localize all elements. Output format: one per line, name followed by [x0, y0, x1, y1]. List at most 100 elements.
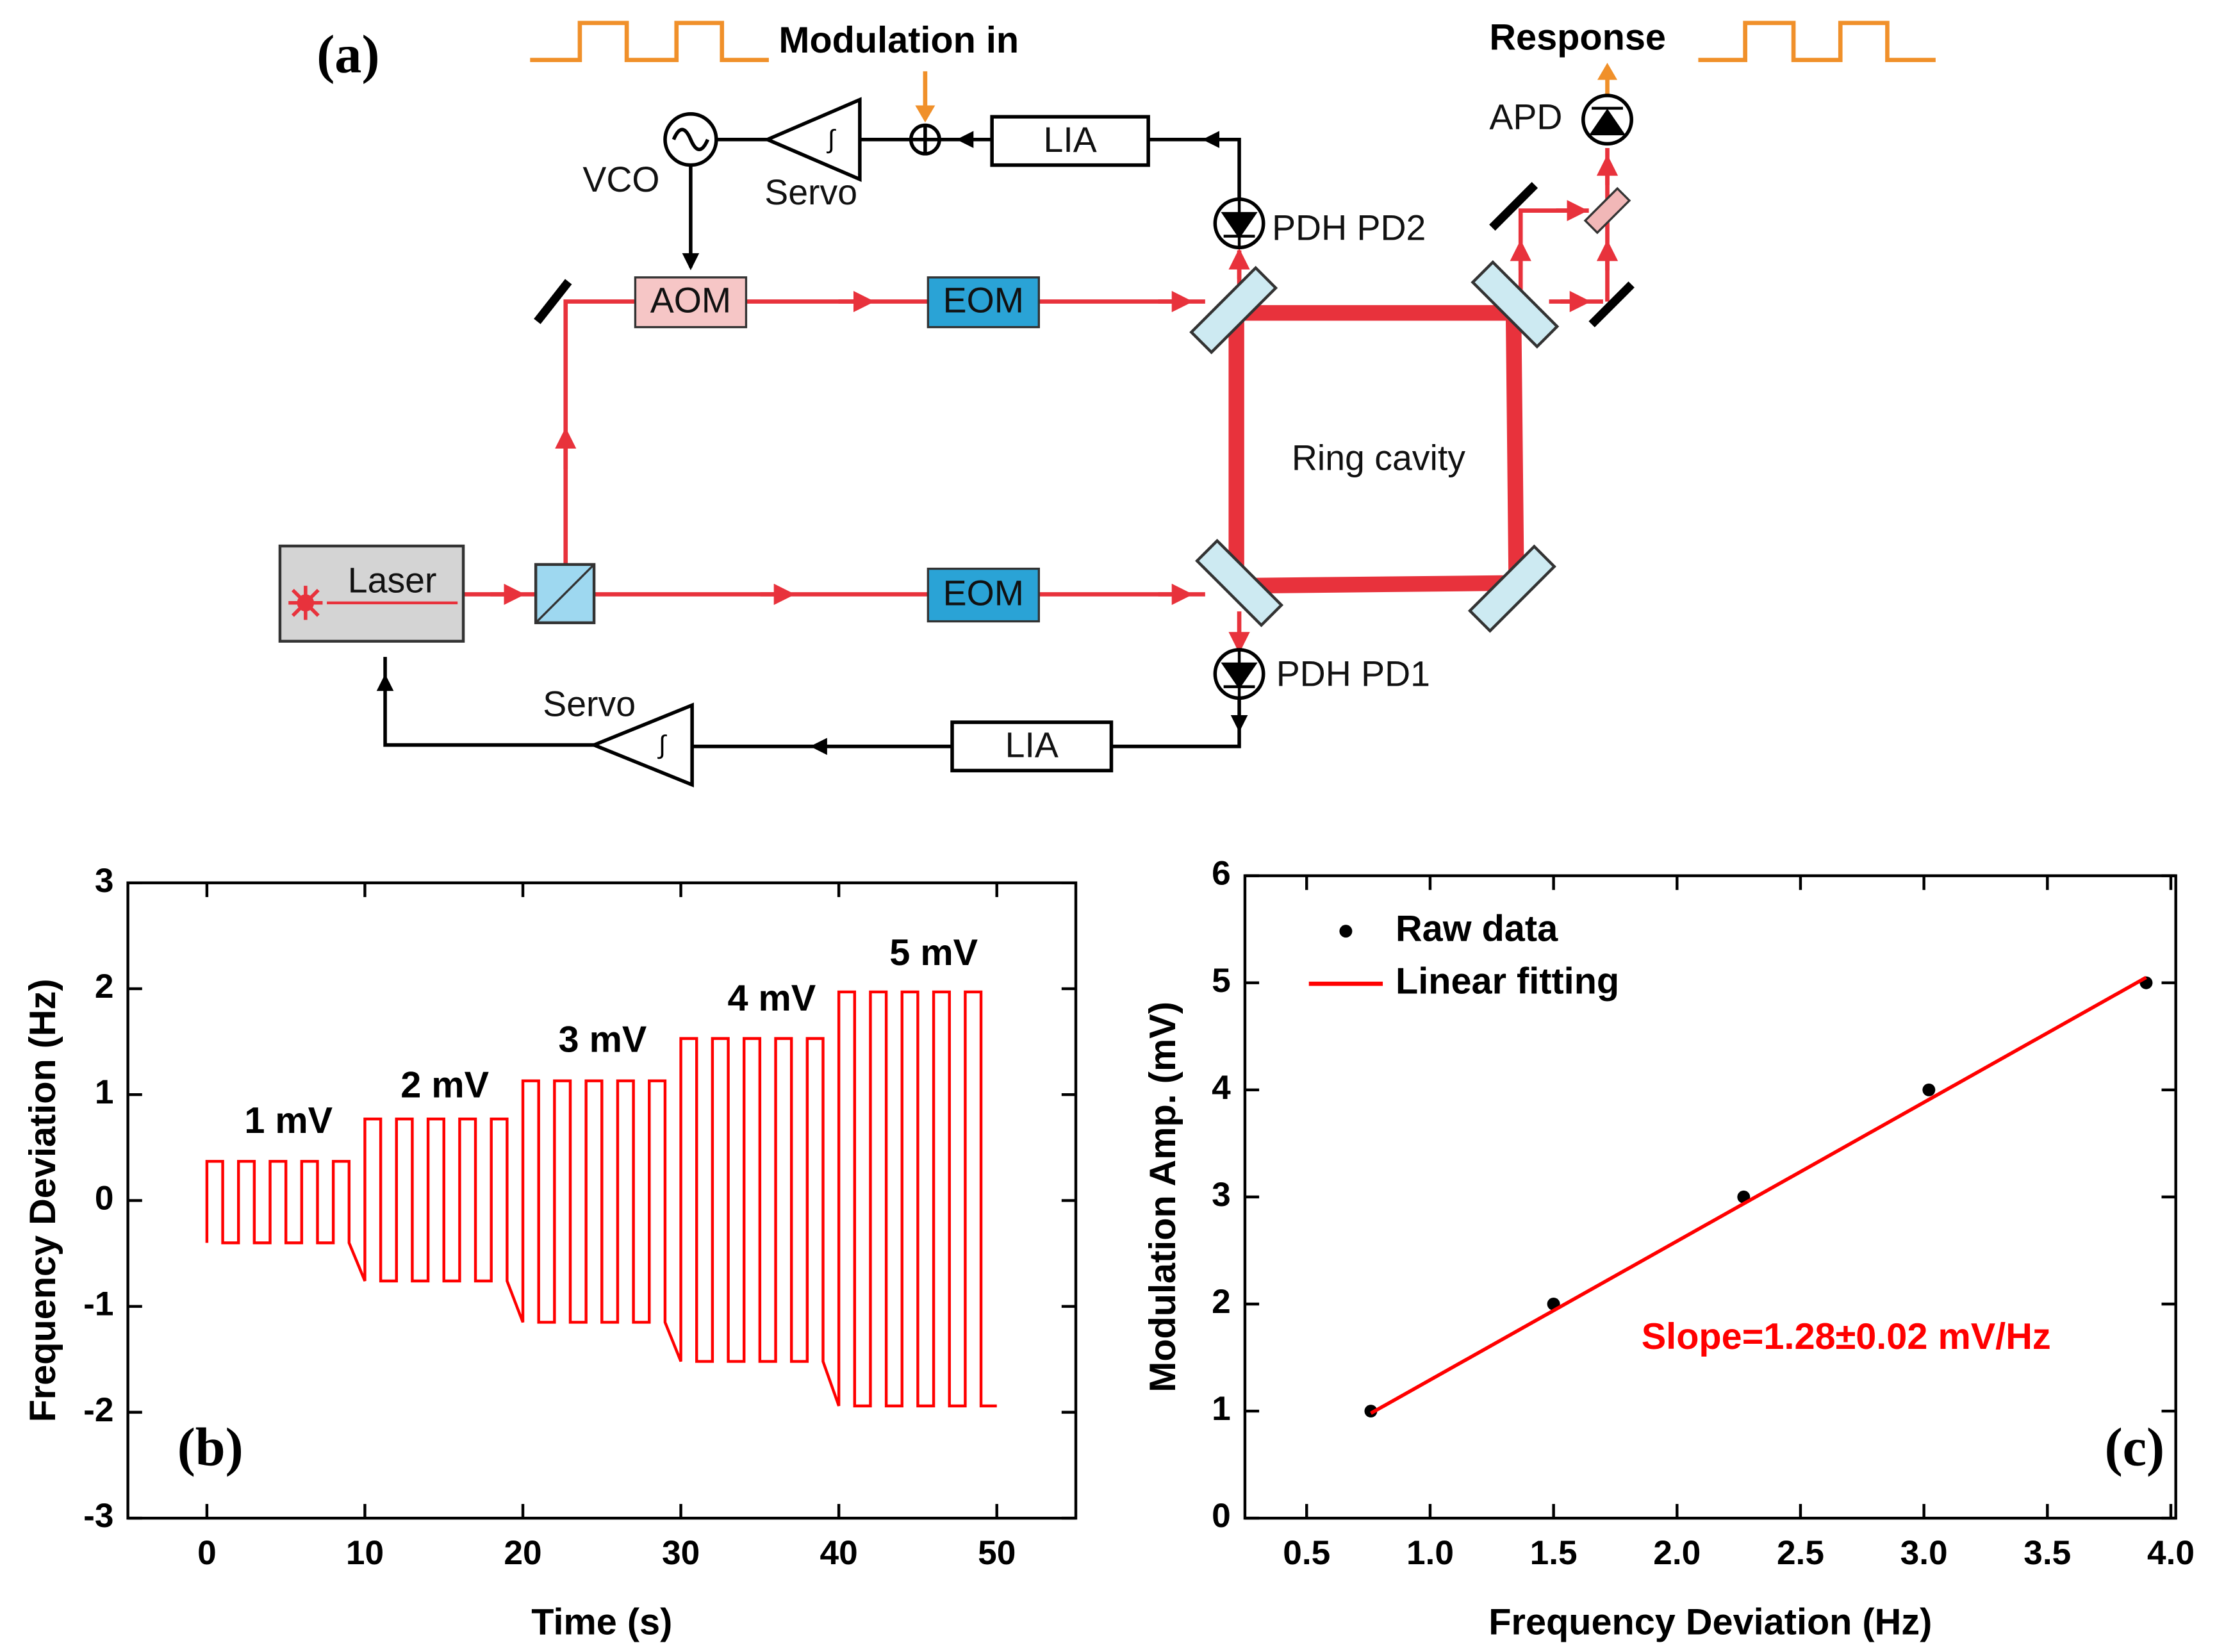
y-tick-label: 1 — [95, 1073, 114, 1111]
apd-symbol — [1588, 106, 1626, 136]
y-tick-label: -3 — [83, 1497, 113, 1535]
servo — [589, 702, 694, 788]
photodiode — [1213, 197, 1265, 250]
response-label: Response — [1489, 17, 1666, 58]
beam-splitter — [1583, 186, 1631, 235]
x-tick-label: 2.0 — [1653, 1534, 1701, 1572]
x-tick-label: 50 — [978, 1534, 1016, 1572]
integral: ∫ — [826, 125, 836, 153]
pd1-label: PDH PD1 — [1276, 654, 1430, 694]
eom-label: EOM — [943, 280, 1024, 320]
lia-label: LIA — [1044, 120, 1097, 160]
mirror — [1189, 265, 1278, 354]
plot-frame — [1243, 874, 2177, 1520]
x-tick-label: 3.0 — [1900, 1534, 1948, 1572]
data-point — [1364, 1405, 1378, 1418]
x-tick-label: 0 — [197, 1534, 217, 1572]
wire-arrow — [376, 673, 1248, 756]
x-tick-label: 3.5 — [2023, 1534, 2071, 1572]
x-tick-label: 2.5 — [1777, 1534, 1824, 1572]
mirror — [1471, 260, 1560, 349]
legend-label: Raw data — [1396, 908, 1558, 949]
mirror — [1467, 544, 1556, 633]
lia-label: LIA — [1005, 725, 1059, 765]
aom — [634, 276, 748, 329]
annotation: 3 mV — [559, 1019, 647, 1060]
x-tick-label: 40 — [820, 1534, 858, 1572]
x-tick-label: 1.5 — [1530, 1534, 1578, 1572]
panel-label: (c) — [2105, 1417, 2165, 1477]
x-tick-label: 10 — [346, 1534, 384, 1572]
lia — [950, 720, 1114, 773]
x-tick-label: 0.5 — [1283, 1534, 1330, 1572]
y-tick-label: 6 — [1212, 855, 1231, 893]
annotation: 5 mV — [889, 932, 978, 973]
integral: ∫ — [657, 731, 667, 759]
splitter-diagonal — [534, 563, 595, 624]
servo-label: Servo — [543, 684, 636, 723]
data-line — [205, 990, 997, 1408]
photodiode — [1213, 648, 1265, 700]
panel-label: (b) — [177, 1417, 243, 1477]
x-tick-label: 20 — [504, 1534, 541, 1572]
annotation: 1 mV — [244, 1100, 333, 1141]
eom-label: EOM — [943, 573, 1024, 613]
pd2-label: PDH PD2 — [1272, 208, 1426, 247]
ring-cavity-label: Ring cavity — [1292, 438, 1465, 478]
y-tick-label: -2 — [83, 1391, 113, 1429]
cavity-mirrors — [1189, 260, 1560, 633]
legend-label: Linear fitting — [1396, 961, 1619, 1002]
y-tick-label: 5 — [1212, 962, 1231, 1000]
vco-label: VCO — [582, 160, 659, 199]
modulation-label: Modulation in — [779, 20, 1019, 61]
y-tick-label: 0 — [95, 1179, 114, 1217]
y-tick-label: 3 — [1212, 1176, 1231, 1214]
annotation: 4 mV — [727, 978, 816, 1019]
y-axis-label: Frequency Deviation (Hz) — [22, 979, 63, 1422]
eom — [927, 276, 1040, 329]
mirror — [1195, 538, 1284, 627]
y-tick-label: -1 — [83, 1285, 113, 1323]
panel-label: (a) — [317, 25, 379, 85]
eom — [927, 567, 1040, 623]
modulation-wave — [530, 21, 769, 62]
apd — [1581, 94, 1633, 146]
laser — [278, 544, 465, 643]
diagram: (a) Modulation in Response Ring cavity — [278, 17, 1936, 788]
servo-label: Servo — [764, 172, 857, 212]
x-tick-label: 30 — [662, 1534, 700, 1572]
apd-label: APD — [1489, 97, 1562, 136]
lia — [990, 115, 1150, 167]
x-axis-label: Frequency Deviation (Hz) — [1488, 1602, 1932, 1643]
y-tick-label: 3 — [95, 862, 114, 900]
annotation: 2 mV — [400, 1064, 489, 1105]
laser-label: Laser — [348, 560, 437, 600]
aom-label: AOM — [650, 280, 731, 320]
flat-mirror — [534, 182, 1635, 327]
annotation: Slope=1.28±0.02 mV/Hz — [1642, 1316, 2051, 1357]
fit-line — [1370, 975, 2147, 1415]
data-point — [1922, 1083, 1936, 1096]
response-wave — [1698, 21, 1936, 62]
x-tick-label: 1.0 — [1406, 1534, 1454, 1572]
servo — [762, 97, 862, 183]
y-axis-label: Modulation Amp. (mV) — [1142, 1002, 1183, 1392]
x-tick-label: 4.0 — [2147, 1534, 2195, 1572]
pd-symbol — [1221, 649, 1258, 698]
y-tick-label: 1 — [1212, 1390, 1231, 1428]
y-tick-label: 2 — [1212, 1283, 1231, 1321]
arrow-head — [915, 105, 935, 123]
beam — [563, 299, 1205, 590]
plus — [911, 125, 940, 154]
legend-marker — [1339, 925, 1353, 938]
x-axis-label: Time (s) — [531, 1602, 672, 1643]
y-tick-label: 2 — [95, 968, 114, 1005]
pd-symbol — [1221, 199, 1258, 248]
y-tick-label: 0 — [1212, 1497, 1231, 1535]
sine — [672, 128, 710, 151]
laser-core — [297, 594, 315, 612]
y-tick-label: 4 — [1212, 1069, 1231, 1107]
